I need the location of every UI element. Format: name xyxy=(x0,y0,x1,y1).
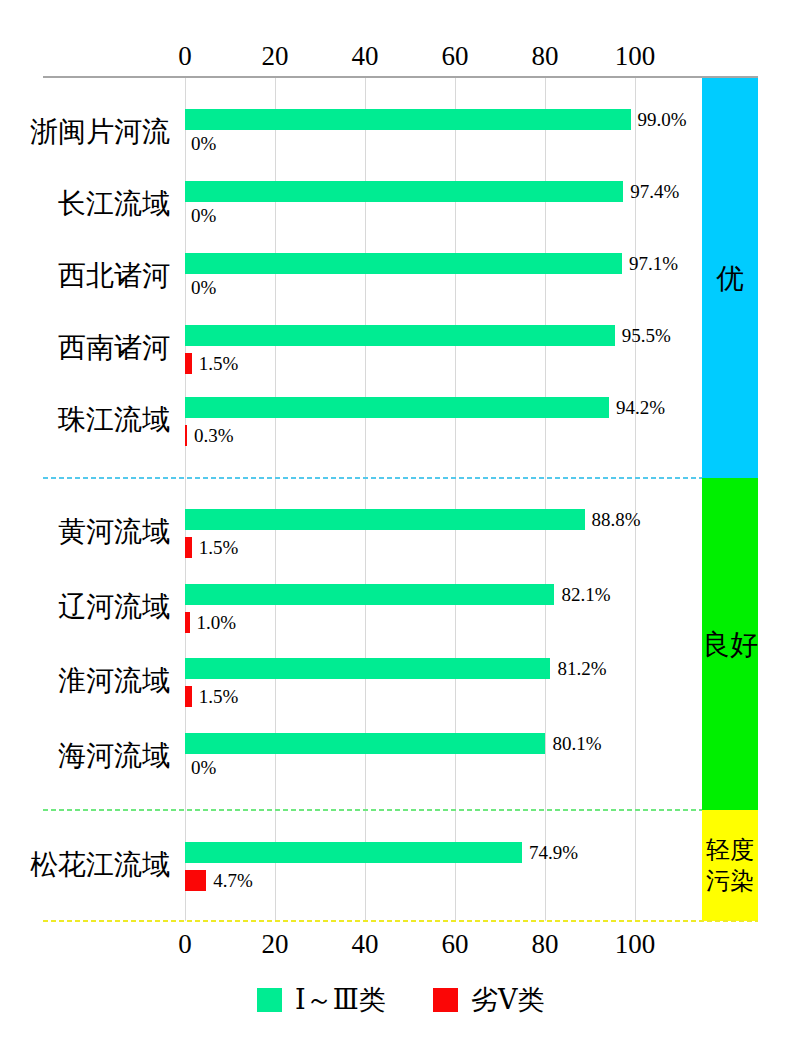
bar-worse-than-5 xyxy=(185,686,192,707)
bar-class1-3 xyxy=(185,584,554,605)
gridline xyxy=(635,78,636,921)
bar-class1-3 xyxy=(185,253,622,274)
x-axis-tick-top: 60 xyxy=(415,42,495,70)
category-label: 辽河流域 xyxy=(0,590,170,624)
bar-value-label: 1.0% xyxy=(197,612,237,634)
group-separator-line xyxy=(43,477,702,479)
x-axis-tick-top: 40 xyxy=(325,42,405,70)
bar-value-label: 95.5% xyxy=(622,325,671,347)
grade-band-1: 优 xyxy=(702,78,758,478)
bar-value-label: 99.0% xyxy=(638,109,687,131)
bar-value-label: 74.9% xyxy=(529,842,578,864)
bar-class1-3 xyxy=(185,109,631,130)
bar-class1-3 xyxy=(185,509,585,530)
legend: Ⅰ～Ⅲ类 劣Ⅴ类 xyxy=(0,980,800,1020)
legend-item-class1-3: Ⅰ～Ⅲ类 xyxy=(257,980,386,1020)
bar-value-label: 88.8% xyxy=(592,509,641,531)
x-axis-tick-bottom: 60 xyxy=(415,930,495,958)
gridline xyxy=(455,78,456,921)
bar-class1-3 xyxy=(185,658,550,679)
bar-class1-3 xyxy=(185,733,545,754)
grade-band-label: 优 xyxy=(716,263,744,294)
gridline xyxy=(275,78,276,921)
bar-value-label: 0.3% xyxy=(194,425,234,447)
category-label: 松花江流域 xyxy=(0,848,170,882)
bar-value-label: 80.1% xyxy=(552,733,601,755)
grade-band-label: 轻度污染 xyxy=(706,835,754,897)
legend-swatch-green xyxy=(257,988,282,1012)
bar-value-label: 94.2% xyxy=(616,397,665,419)
grade-band-2: 良好 xyxy=(702,478,758,810)
bar-value-label: 0% xyxy=(191,277,216,299)
legend-label-class1-3: Ⅰ～Ⅲ类 xyxy=(295,980,386,1020)
bar-value-label: 1.5% xyxy=(199,537,239,559)
category-label: 浙闽片河流 xyxy=(0,115,170,149)
category-label: 西北诸河 xyxy=(0,259,170,293)
bar-value-label: 82.1% xyxy=(561,584,610,606)
legend-item-worse-than-5: 劣Ⅴ类 xyxy=(433,980,545,1020)
bar-value-label: 97.1% xyxy=(629,253,678,275)
gridline xyxy=(545,78,546,921)
x-axis-tick-bottom: 80 xyxy=(505,930,585,958)
bar-worse-than-5 xyxy=(185,425,187,446)
x-axis-tick-bottom: 40 xyxy=(325,930,405,958)
bar-value-label: 0% xyxy=(191,133,216,155)
grade-band-label: 良好 xyxy=(702,629,758,660)
category-label: 珠江流域 xyxy=(0,403,170,437)
bar-worse-than-5 xyxy=(185,537,192,558)
bar-worse-than-5 xyxy=(185,870,206,891)
bar-worse-than-5 xyxy=(185,612,190,633)
x-axis-tick-top: 80 xyxy=(505,42,585,70)
x-axis-tick-top: 100 xyxy=(595,42,675,70)
bar-class1-3 xyxy=(185,842,522,863)
bar-value-label: 1.5% xyxy=(199,353,239,375)
bar-class1-3 xyxy=(185,181,623,202)
category-label: 海河流域 xyxy=(0,739,170,773)
x-axis-tick-top: 20 xyxy=(235,42,315,70)
bar-value-label: 97.4% xyxy=(630,181,679,203)
category-label: 黄河流域 xyxy=(0,515,170,549)
gridline xyxy=(365,78,366,921)
group-separator-line xyxy=(43,809,702,811)
bar-class1-3 xyxy=(185,325,615,346)
legend-label-worse-than-5: 劣Ⅴ类 xyxy=(471,980,545,1020)
x-axis-tick-bottom: 0 xyxy=(145,930,225,958)
bar-value-label: 81.2% xyxy=(557,658,606,680)
bar-value-label: 0% xyxy=(191,757,216,779)
grade-band-3: 轻度污染 xyxy=(702,810,758,921)
bar-value-label: 0% xyxy=(191,205,216,227)
x-axis-line xyxy=(43,76,758,78)
x-axis-tick-bottom: 100 xyxy=(595,930,675,958)
bar-class1-3 xyxy=(185,397,609,418)
legend-swatch-red xyxy=(433,988,458,1012)
x-axis-tick-top: 0 xyxy=(145,42,225,70)
bar-worse-than-5 xyxy=(185,353,192,374)
category-label: 西南诸河 xyxy=(0,331,170,365)
category-label: 淮河流域 xyxy=(0,664,170,698)
bar-value-label: 1.5% xyxy=(199,686,239,708)
x-axis-tick-bottom: 20 xyxy=(235,930,315,958)
group-separator-line xyxy=(43,920,758,922)
category-label: 长江流域 xyxy=(0,187,170,221)
bar-value-label: 4.7% xyxy=(213,870,253,892)
gridline xyxy=(185,78,186,921)
